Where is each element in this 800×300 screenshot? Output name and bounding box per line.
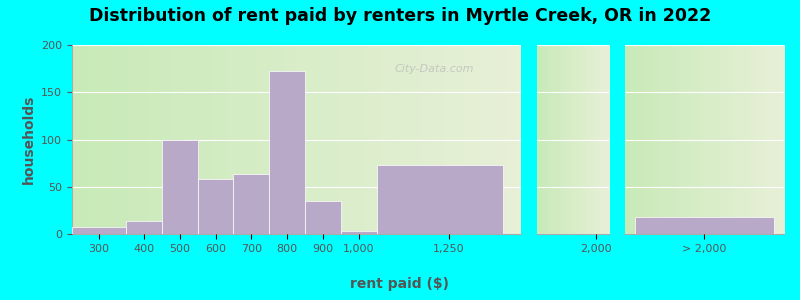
- Bar: [72, 227, 126, 234]
- Bar: [341, 231, 377, 234]
- Bar: [270, 71, 306, 234]
- Bar: [634, 217, 774, 234]
- Bar: [126, 221, 162, 234]
- Bar: [377, 165, 502, 234]
- Text: rent paid ($): rent paid ($): [350, 277, 450, 291]
- Text: City-Data.com: City-Data.com: [395, 64, 474, 74]
- Y-axis label: households: households: [22, 95, 35, 184]
- Text: Distribution of rent paid by renters in Myrtle Creek, OR in 2022: Distribution of rent paid by renters in …: [89, 7, 711, 25]
- Bar: [198, 179, 234, 234]
- Bar: [234, 175, 270, 234]
- Bar: [162, 140, 198, 234]
- Bar: [306, 201, 341, 234]
